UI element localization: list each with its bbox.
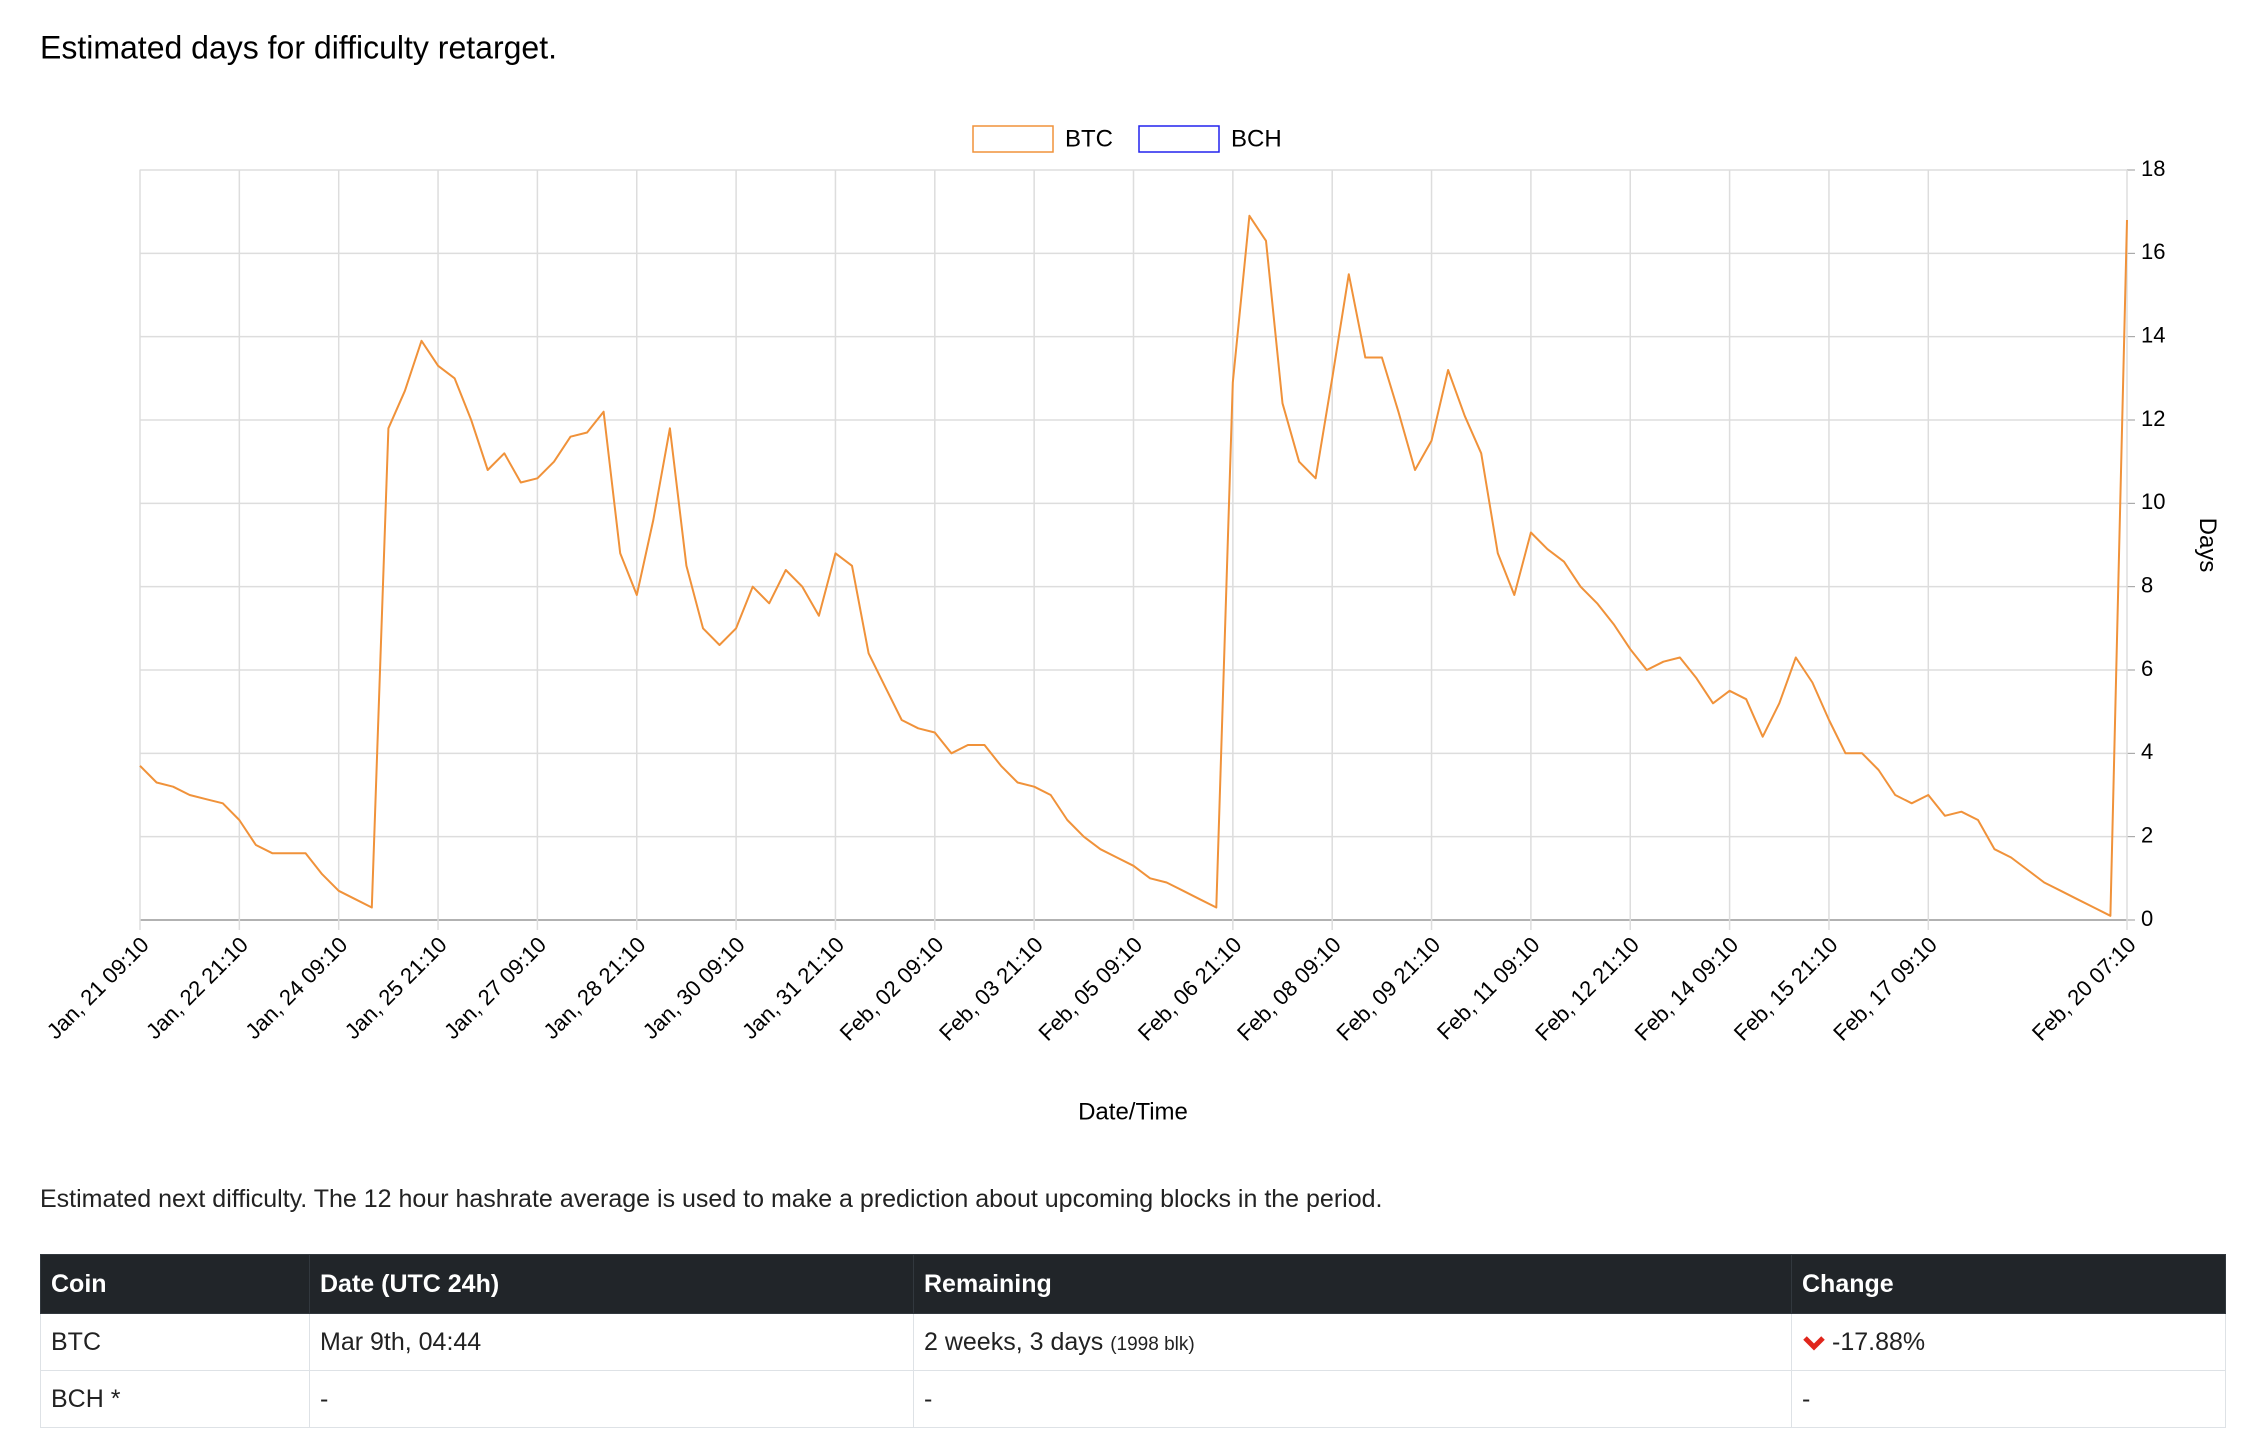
y-tick-label: 6	[2141, 656, 2153, 681]
x-tick-label: Feb, 08 09:10	[1232, 932, 1346, 1046]
table: Coin Date (UTC 24h) Remaining Change BTC…	[40, 1254, 2226, 1428]
x-tick-label: Feb, 11 09:10	[1432, 932, 1545, 1045]
x-tick-label: Feb, 02 09:10	[835, 932, 949, 1046]
series-line	[139, 214, 2128, 917]
x-tick-label: Jan, 30 09:10	[638, 932, 750, 1044]
legend-swatch	[972, 125, 1054, 153]
down-icon	[1803, 1336, 1825, 1351]
header-cell: Coin	[40, 1254, 310, 1314]
header-cell: Change	[1791, 1254, 2226, 1314]
x-tick-label: Jan, 24 09:10	[240, 932, 352, 1044]
y-tick-label: 18	[2141, 156, 2165, 181]
header-cell: Remaining	[913, 1254, 1792, 1314]
x-tick-label: Feb, 17 09:10	[1828, 932, 1942, 1046]
x-tick-label: Feb, 20 07:10	[2027, 932, 2141, 1046]
y-axis-label: Days	[2194, 518, 2221, 573]
remaining: 2 weeks, 3 days	[924, 1327, 1104, 1356]
cell: -	[913, 1370, 1792, 1428]
change: -17.88%	[1832, 1327, 1926, 1356]
y-tick-label: 12	[2141, 406, 2165, 431]
x-tick-label: Feb, 06 21:10	[1133, 932, 1247, 1046]
chart: Estimated days for difficulty retarget. …	[40, 29, 2221, 1125]
y-tick-label: 14	[2141, 322, 2165, 347]
cell: BTC	[40, 1313, 310, 1371]
cell: Mar 9th, 04:44	[309, 1313, 914, 1371]
x-tick-label: Jan, 22 21:10	[141, 932, 253, 1044]
x-tick-label: Feb, 03 21:10	[934, 932, 1048, 1046]
y-tick-label: 4	[2141, 739, 2153, 764]
table-row: BCH * - - -	[40, 1370, 2226, 1428]
x-tick-label: Jan, 28 21:10	[538, 932, 650, 1044]
x-tick-label: Feb, 15 21:10	[1729, 932, 1843, 1046]
legend-label: BTC	[1065, 125, 1113, 152]
cell: BCH *	[40, 1370, 310, 1428]
x-tick-label: Feb, 14 09:10	[1630, 932, 1744, 1046]
x-tick-label: Feb, 09 21:10	[1332, 932, 1446, 1046]
blocks: (1998 blk)	[1110, 1333, 1195, 1355]
x-axis-label: Date/Time	[1078, 1098, 1188, 1125]
y-tick-label: 2	[2141, 822, 2153, 847]
cell: -	[309, 1370, 914, 1428]
table-header: Coin Date (UTC 24h) Remaining Change	[40, 1254, 2226, 1314]
x-tick-label: Jan, 21 09:10	[42, 932, 154, 1044]
x-tick-label: Jan, 25 21:10	[340, 932, 452, 1044]
legend-label: BCH	[1231, 125, 1282, 152]
y-tick-label: 8	[2141, 572, 2153, 597]
chart-title: Estimated days for difficulty retarget.	[40, 29, 557, 65]
x-tick-label: Feb, 05 09:10	[1033, 932, 1147, 1046]
note: Estimated next difficulty. The 12 hour h…	[40, 1185, 1383, 1213]
cell: -17.88%	[1791, 1313, 2226, 1371]
y-tick-label: 0	[2141, 906, 2153, 931]
y-tick-label: 16	[2141, 239, 2165, 264]
x-tick-label: Feb, 12 21:10	[1530, 932, 1644, 1046]
x-tick-label: Jan, 27 09:10	[439, 932, 551, 1044]
header-cell: Date (UTC 24h)	[309, 1254, 914, 1314]
x-tick-label: Jan, 31 21:10	[737, 932, 849, 1044]
legend-swatch	[1138, 125, 1220, 153]
y-tick-label: 10	[2141, 489, 2165, 514]
table-row: BTC Mar 9th, 04:44 2 weeks, 3 days (1998…	[40, 1313, 2226, 1371]
cell: -	[1791, 1370, 2226, 1428]
cell: 2 weeks, 3 days (1998 blk)	[913, 1313, 1792, 1371]
